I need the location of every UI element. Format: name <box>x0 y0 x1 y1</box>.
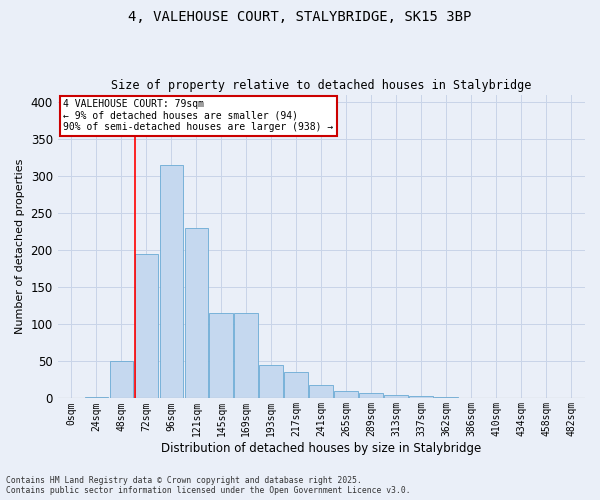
Bar <box>334 391 358 398</box>
Bar <box>310 385 333 398</box>
Bar <box>284 372 308 398</box>
Bar <box>359 393 383 398</box>
Text: 4, VALEHOUSE COURT, STALYBRIDGE, SK15 3BP: 4, VALEHOUSE COURT, STALYBRIDGE, SK15 3B… <box>128 10 472 24</box>
Bar <box>185 228 208 398</box>
X-axis label: Distribution of detached houses by size in Stalybridge: Distribution of detached houses by size … <box>161 442 481 455</box>
Bar <box>134 254 158 398</box>
Text: Contains HM Land Registry data © Crown copyright and database right 2025.
Contai: Contains HM Land Registry data © Crown c… <box>6 476 410 495</box>
Bar <box>85 397 108 398</box>
Y-axis label: Number of detached properties: Number of detached properties <box>15 159 25 334</box>
Bar <box>409 396 433 398</box>
Bar <box>259 365 283 398</box>
Bar <box>110 362 133 399</box>
Bar <box>385 394 408 398</box>
Bar <box>235 313 258 398</box>
Bar <box>209 313 233 398</box>
Bar <box>434 397 458 398</box>
Title: Size of property relative to detached houses in Stalybridge: Size of property relative to detached ho… <box>111 79 532 92</box>
Text: 4 VALEHOUSE COURT: 79sqm
← 9% of detached houses are smaller (94)
90% of semi-de: 4 VALEHOUSE COURT: 79sqm ← 9% of detache… <box>63 99 333 132</box>
Bar <box>160 165 183 398</box>
